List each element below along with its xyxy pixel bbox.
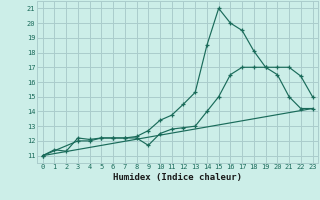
X-axis label: Humidex (Indice chaleur): Humidex (Indice chaleur) <box>113 173 242 182</box>
